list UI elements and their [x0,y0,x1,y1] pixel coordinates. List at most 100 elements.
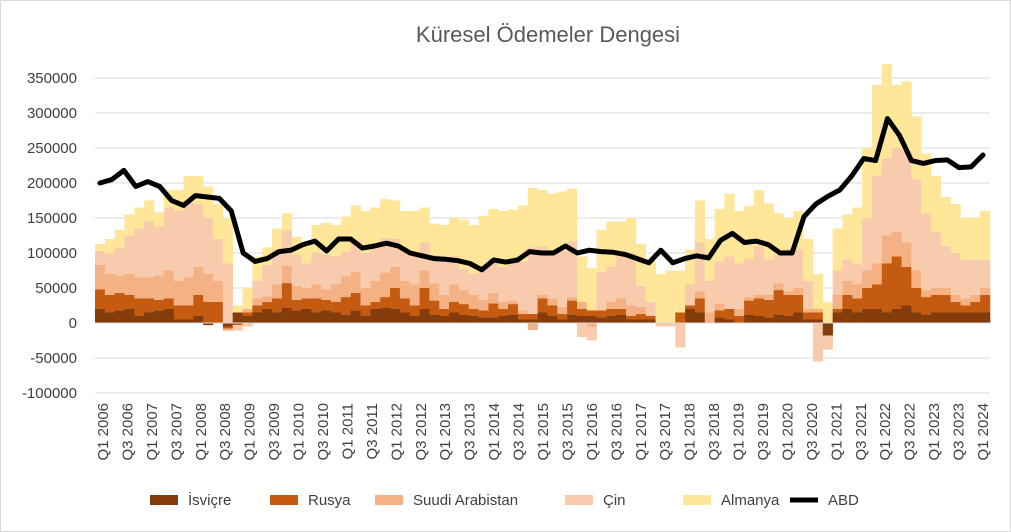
y-tick-label: 150000 [27,210,77,227]
bar-segment [881,235,892,264]
bar-segment [773,290,784,315]
bar-segment [232,305,243,313]
bar-segment [753,190,765,246]
x-tick-label: Q3 2016 [608,403,625,461]
bar-segment [468,309,479,316]
bar-segment [685,284,696,306]
bar-segment [399,211,411,250]
x-tick-label: Q1 2013 [437,403,454,461]
bar-segment [478,215,489,269]
bar-segment [665,323,676,327]
x-tick-label: Q1 2024 [975,403,992,461]
bar-segment [498,267,509,302]
bar-segment [104,312,115,323]
bar-segment [586,326,597,341]
bar-segment [547,316,558,323]
bar-segment [537,312,548,323]
bar-segment [419,288,430,309]
bar-segment [921,314,932,323]
bar-segment [331,256,342,285]
bar-segment [508,300,519,305]
bar-segment [380,297,391,308]
x-tick-label: Q3 2019 [755,403,772,461]
bar-segment [301,309,312,323]
bar-segment [832,270,843,295]
bar-segment [557,313,568,320]
bar-segment [586,323,597,327]
bar-segment [901,151,912,243]
bar-segment [714,310,725,318]
bar-segment [940,246,951,288]
bar-segment [921,153,932,214]
abd-line [97,116,986,273]
bar-segment [409,284,420,306]
bar-segment [272,312,283,323]
legend-swatch [375,495,403,505]
bar-segment [980,211,991,260]
bar-segment [655,274,666,323]
bar-segment [449,312,460,323]
bar-segment [380,237,391,273]
x-axis: Q1 2006 Q3 2006 Q1 2007 Q3 2007 Q1 2008 Q3 20… [95,403,992,461]
bar-segment [783,316,794,323]
legend-label: İsviçre [188,491,231,509]
bar-segment [803,309,814,313]
bar-segment [832,295,843,309]
bar-segment [871,309,883,323]
bar-segment [154,212,165,227]
bar-segment [576,323,588,337]
legend-label: Suudi Arabistan [413,492,518,509]
bar-segment [134,298,145,316]
abd-line-series [97,116,986,273]
bar-segment [163,207,174,271]
x-tick-label: Q1 2020 [779,403,796,461]
x-tick-label: Q1 2011 [339,403,356,459]
bar-segment [281,307,293,323]
bar-segment [124,295,135,309]
bar-segment [675,270,686,313]
bar-segment [891,256,902,309]
bar-segment [793,288,804,295]
bar-segment [154,275,165,300]
bar-segment [95,264,106,290]
x-tick-label: Q3 2021 [853,403,870,461]
bar-segment [517,261,529,311]
bar-segment [744,206,755,259]
bar-segment [340,314,352,323]
bar-segment [124,235,135,274]
bar-segment [744,314,755,323]
bar-segment [537,295,548,299]
bar-segment [449,284,460,302]
bar-segment [222,328,233,331]
bar-segment [429,283,440,301]
bar-segment [930,232,942,288]
bar-segment [340,216,352,252]
x-tick-label: Q1 2018 [682,403,699,461]
bar-segment [340,297,352,315]
chart-title: Küresel Ödemeler Dengesi [416,22,680,47]
y-tick-label: 300000 [27,105,77,122]
bar-segment [458,314,470,323]
x-tick-label: Q3 2017 [657,403,674,461]
bar-segment [714,208,725,262]
bar-segment [104,253,115,274]
bar-segment [567,297,578,301]
y-tick-label: 350000 [27,70,77,87]
bar-segment [960,312,971,323]
bar-segment [567,241,578,298]
bar-segment [576,316,588,323]
stacked-bars [95,64,991,362]
bar-segment [370,207,381,246]
bar-segment [685,249,696,285]
bar-segment [901,305,912,323]
bar-segment [783,295,794,316]
bar-segment [724,309,735,320]
x-tick-label: Q3 2008 [217,403,234,461]
bar-segment [429,300,440,315]
bar-segment [980,295,991,313]
bar-segment [449,218,460,257]
bar-segment [675,323,686,348]
bar-segment [596,310,607,318]
bar-segment [842,295,853,309]
bar-segment [960,218,971,260]
